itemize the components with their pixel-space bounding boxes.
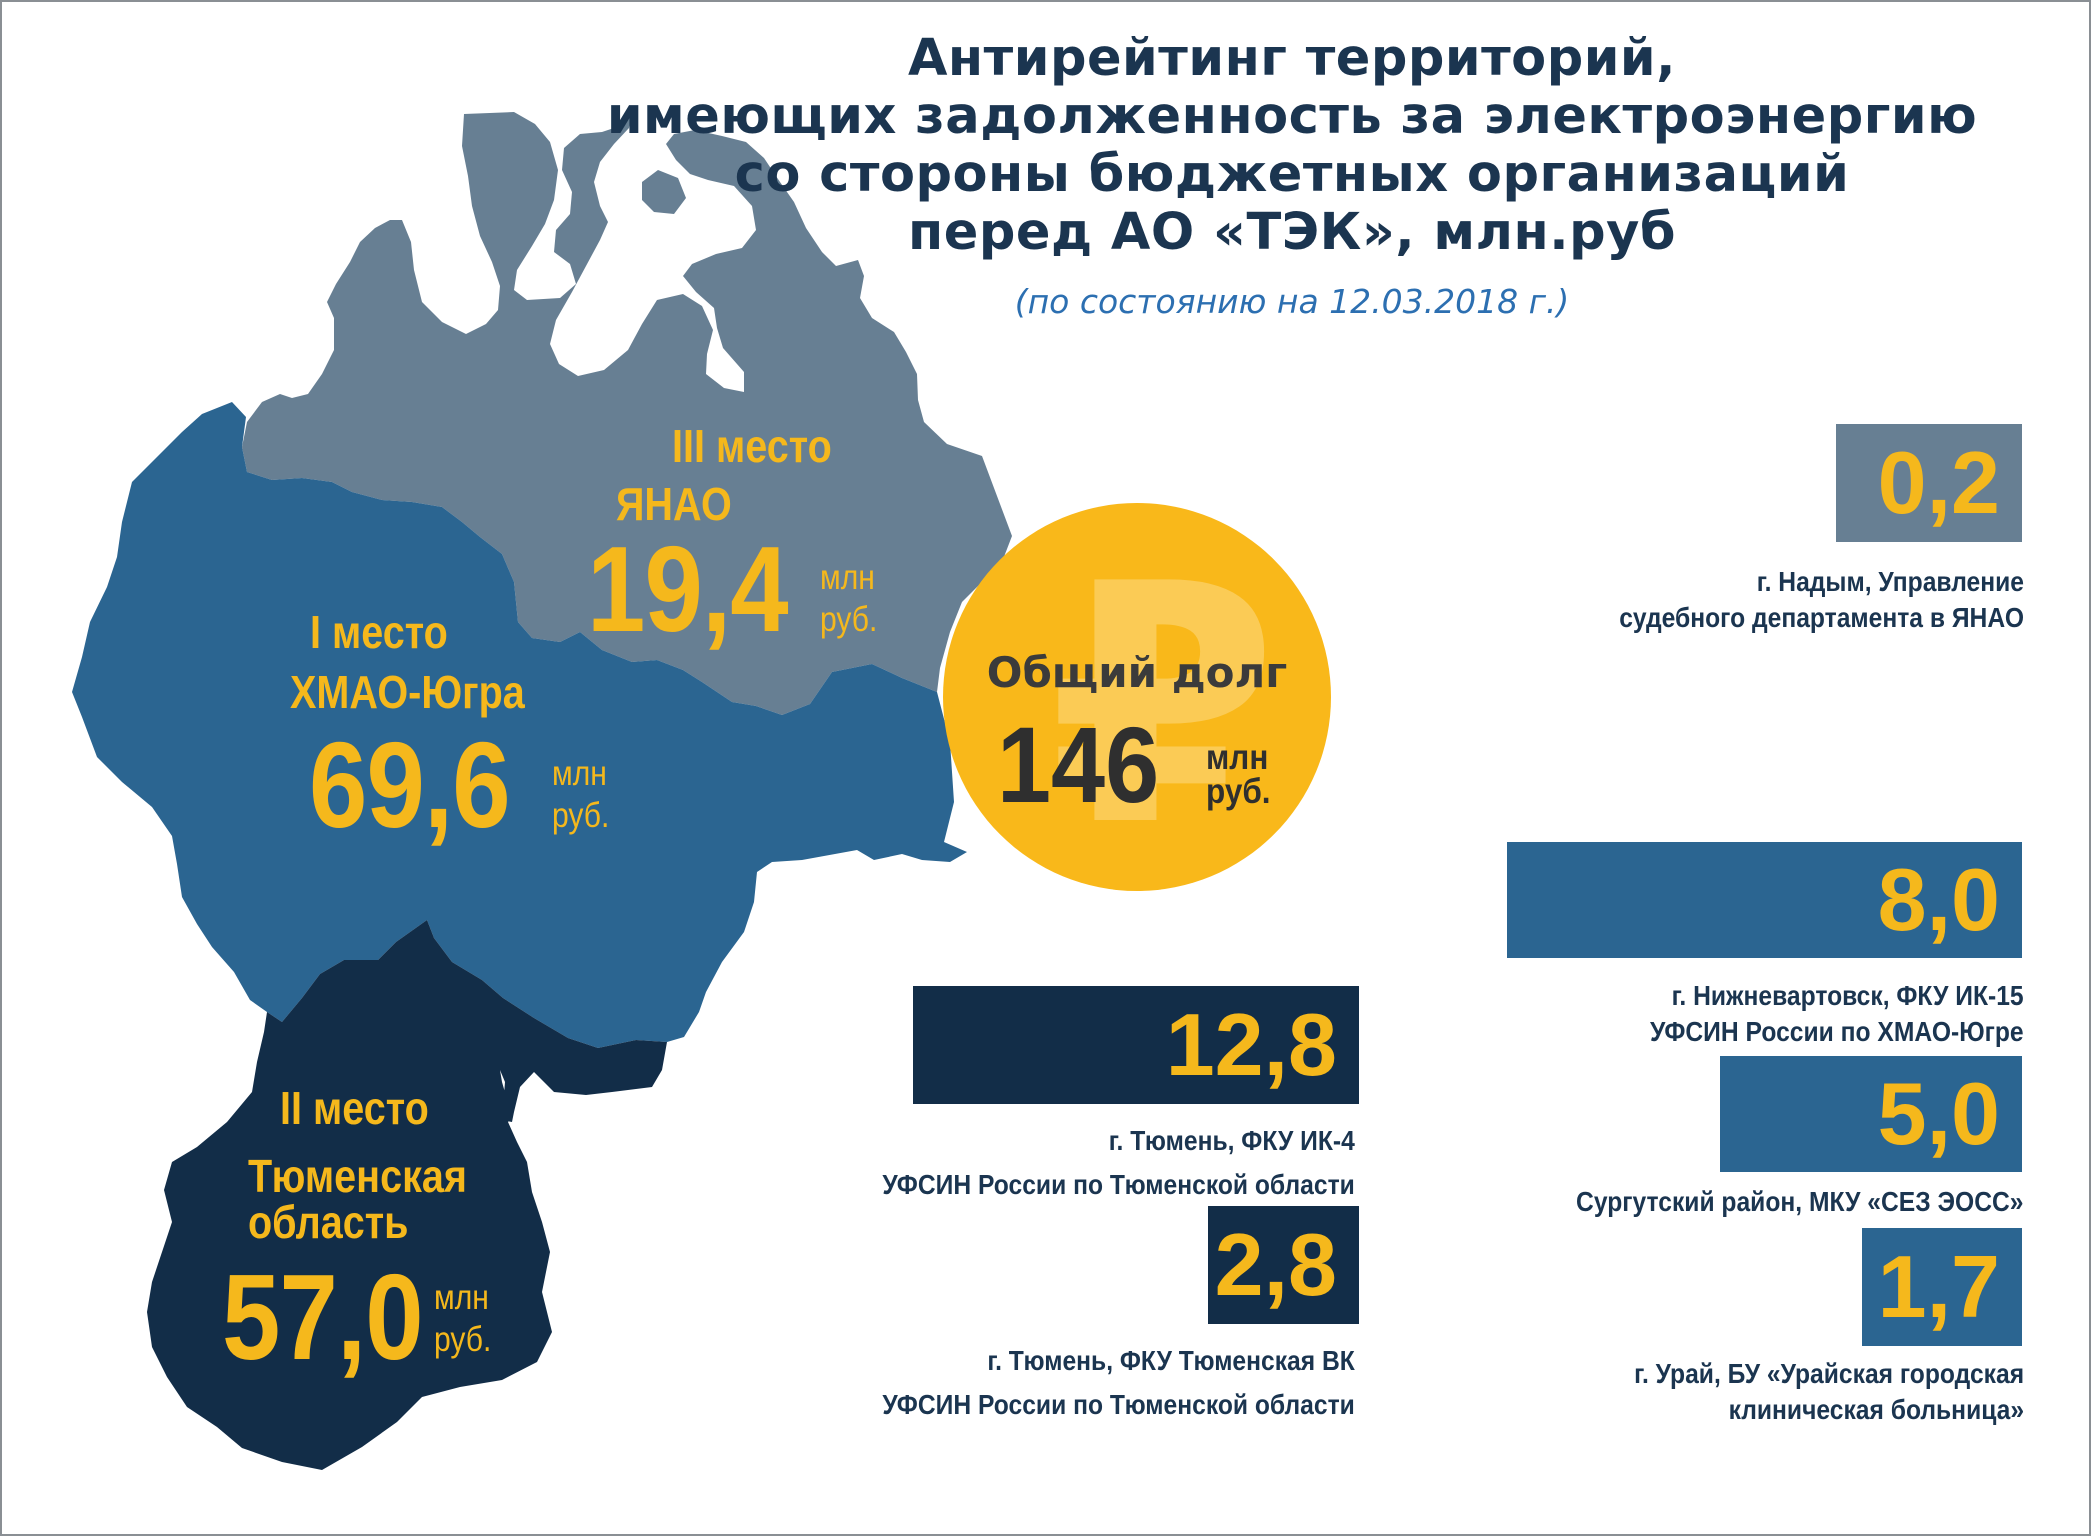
date-note: (по состоянию на 12.03.2018 г.) [1014,282,1570,321]
debtor-caption-tyumen-vk: г. Тюмень, ФКУ Тюменская ВК УФСИН России… [818,1339,1355,1427]
debtor-caption-line: г. Тюмень, ФКУ Тюменская ВК [987,1345,1355,1376]
debtor-value: 5,0 [1877,1064,2000,1163]
debtor-value: 0,2 [1877,433,2000,532]
debtor-caption-line: г. Тюмень, ФКУ ИК-4 [1108,1125,1355,1156]
khmao-rank: I место [310,606,448,658]
debtor-value: 2,8 [1214,1215,1337,1314]
debtor-bar-uray: 1,7 [1862,1228,2022,1346]
debtor-caption-line: Сургутский район, МКУ «СЕЗ ЭОСС» [1576,1186,2024,1217]
debtor-caption-nadym: г. Надым, Управление судебного департаме… [1564,564,2024,636]
tyumen-name-line1: Тюменская [248,1150,467,1202]
debtor-value: 12,8 [1165,995,1337,1094]
title-line: имеющих задолженность за электроэнергию [606,87,1978,146]
tyumen-name-line2: область [248,1196,409,1248]
debtor-bar-tyumen-vk: 2,8 [1208,1206,1359,1324]
debtor-caption-line: судебного департамента в ЯНАО [1619,602,2024,633]
total-unit-mln: млн [1206,738,1269,777]
total-debt-badge: ₽ Общий долг 146 млн руб. [943,503,1331,891]
map-region-yanao-gydan [642,170,686,214]
yanao-name: ЯНАО [616,478,732,530]
total-debt-label: Общий долг [986,648,1288,697]
khmao-unit-mln: млн [552,754,607,793]
debtor-caption-line: УФСИН России по Тюменской области [882,1389,1355,1420]
debtor-caption-line: клиническая больница» [1728,1394,2024,1425]
debtor-caption-line: УФСИН России по ХМАО-Югре [1650,1016,2024,1047]
debtor-bar-tyumen-ik4: 12,8 [913,986,1359,1104]
debtor-value: 8,0 [1877,850,2000,949]
yanao-value: 19,4 [587,521,789,657]
ruble-icon: ₽ [1048,514,1278,891]
debtor-bar-nadym: 0,2 [1836,424,2022,542]
tyumen-rank: II место [280,1082,429,1134]
map-region-yanao [242,112,1012,715]
title-line: со стороны бюджетных организаций [734,145,1850,204]
debtor-caption-line: г. Урай, БУ «Урайская городская [1634,1358,2024,1389]
khmao-value: 69,6 [309,717,511,853]
map-region-khmao [72,402,967,1048]
tyumen-unit-mln: млн [434,1278,489,1317]
total-debt-unit: млн руб. [1206,738,1271,811]
debtor-caption-line: УФСИН России по Тюменской области [882,1169,1355,1200]
title-line: перед АО «ТЭК», млн.руб [908,203,1676,262]
total-unit-rub: руб. [1206,772,1271,811]
title-line: Антирейтинг территорий, [907,29,1677,88]
yanao-unit-rub: руб. [820,600,878,639]
debtor-caption-surgut: Сургутский район, МКУ «СЕЗ ЭОСС» [1515,1184,2024,1220]
debtor-caption-line: г. Надым, Управление [1756,566,2024,597]
yanao-unit-mln: млн [820,558,875,597]
debtor-caption-tyumen-ik4: г. Тюмень, ФКУ ИК-4 УФСИН России по Тюме… [818,1119,1355,1207]
debtor-bar-nizhnevartovsk: 8,0 [1507,842,2022,958]
tyumen-unit-rub: руб. [434,1320,492,1359]
map-region-tyumen [147,920,667,1470]
total-debt-value: 146 [997,704,1160,825]
debtor-caption-line: г. Нижневартовск, ФКУ ИК-15 [1671,980,2024,1011]
khmao-name: ХМАО-Югра [290,666,525,718]
page-title: Антирейтинг территорий, имеющих задолжен… [562,30,2022,262]
khmao-unit-rub: руб. [552,796,610,835]
yanao-rank: III место [672,420,832,472]
debtor-bar-surgut: 5,0 [1720,1056,2022,1172]
debtor-value: 1,7 [1877,1237,2000,1336]
debtor-caption-uray: г. Урай, БУ «Урайская городская клиничес… [1581,1356,2024,1428]
tyumen-value: 57,0 [222,1249,424,1385]
debtor-caption-nizhnevartovsk: г. Нижневартовск, ФКУ ИК-15 УФСИН России… [1599,978,2024,1050]
